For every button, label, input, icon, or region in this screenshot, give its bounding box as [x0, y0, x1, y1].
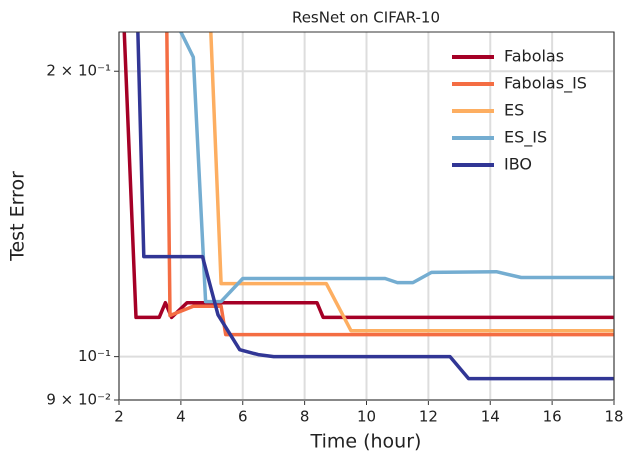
y-tick-label: 10⁻¹ [78, 347, 111, 365]
line [136, 32, 614, 381]
series-lines [122, 32, 614, 381]
legend-label: IBO [504, 155, 532, 174]
line [209, 32, 614, 333]
x-tick-label: 4 [176, 408, 186, 426]
x-tick-label: 14 [481, 408, 500, 426]
legend-label: ES_IS [504, 128, 547, 148]
plot-frame [118, 31, 615, 401]
x-tick-label: 10 [357, 408, 376, 426]
legend-label: Fabolas [504, 47, 564, 66]
y-tick-label: 9 × 10⁻² [46, 391, 111, 409]
y-tick-label: 2 × 10⁻¹ [46, 62, 111, 80]
x-tick-label: 12 [419, 408, 438, 426]
x-tick-label: 6 [238, 408, 248, 426]
x-tick-label: 16 [543, 408, 562, 426]
x-tick-label: 18 [604, 408, 623, 426]
chart-title: ResNet on CIFAR-10 [292, 9, 440, 27]
line [178, 32, 614, 304]
x-tick-label: 8 [300, 408, 310, 426]
x-axis-label: Time (hour) [310, 431, 422, 453]
legend-label: ES [504, 101, 524, 120]
line [122, 32, 614, 320]
line [165, 32, 614, 337]
x-tick-label: 2 [114, 408, 124, 426]
legend-label: Fabolas_IS [504, 74, 587, 94]
y-axis-label: Test Error [7, 171, 29, 262]
